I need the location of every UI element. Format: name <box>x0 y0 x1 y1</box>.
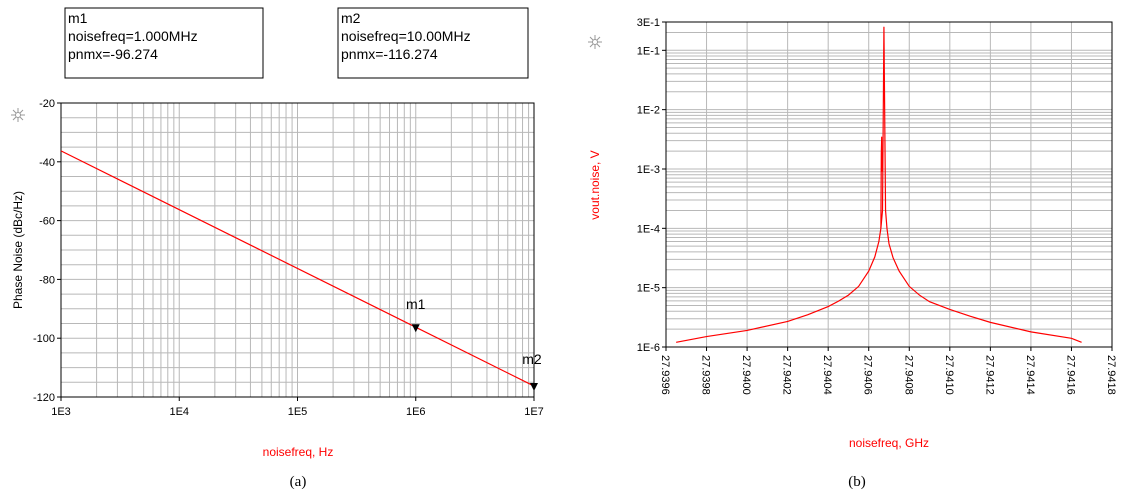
marker-m1-box <box>64 7 264 79</box>
panel-b-y-tick-label: 1E-3 <box>637 164 660 176</box>
panel-b-x-tick-label: 27.9418 <box>1105 355 1117 395</box>
panel-b-x-tick-label: 27.9412 <box>983 355 995 395</box>
panel-a-y-tick-label: -60 <box>39 216 55 228</box>
marker-m1-box-line: pnmx=-96.274 <box>68 46 158 62</box>
panel-b-x-tick-label: 27.9410 <box>943 355 955 395</box>
panel-b-x-tick-label: 27.9400 <box>740 355 752 395</box>
panel-b-caption: (b) <box>848 474 866 490</box>
panel-a-y-tick-label: -100 <box>33 333 55 345</box>
panel-b-grid <box>665 22 1113 347</box>
panel-b-x-tick-label: 27.9398 <box>700 355 712 395</box>
panel-b-y-label: vout.noise, V <box>588 150 602 219</box>
panel-a-y-label: Phase Noise (dBc/Hz) <box>11 191 25 309</box>
marker-m2-box-line: pnmx=-116.274 <box>341 46 438 62</box>
marker-m1-triangle <box>411 324 420 333</box>
panel-b-y-tick-label: 1E-2 <box>637 105 660 117</box>
panel-a-x-tick-label: 1E6 <box>406 406 426 418</box>
panel-a-y-tick-label: -40 <box>39 157 55 169</box>
marker-m2-triangle <box>530 383 538 392</box>
panel-a-series <box>60 150 535 387</box>
panel-b: 1E-61E-51E-41E-31E-21E-13E-1 27.9396 27.9… <box>588 17 1117 490</box>
panel-a-y-ticks: -20 -40 -60 -80 -100 -120 <box>33 98 61 404</box>
panel-a: -20-40-60-80-100-120 1E3 1E4 1E5 1E6 1E7 m1m… <box>11 7 544 490</box>
panel-b-series-line <box>880 136 883 229</box>
panel-b-x-tick-label: 27.9402 <box>781 355 793 395</box>
panel-a-sun-icon <box>11 108 25 122</box>
panel-b-plot-frame <box>665 21 1113 348</box>
panel-a-x-ticks: 1E3 1E4 1E5 1E6 1E7 <box>51 397 544 418</box>
panel-a-x-tick-label: 1E4 <box>169 406 189 418</box>
panel-b-y-tick-label: 1E-1 <box>637 45 660 57</box>
panel-a-x-label: noisefreq, Hz <box>263 445 334 459</box>
panel-b-y-tick-label: 3E-1 <box>637 17 660 29</box>
panel-a-markers: m1 m1 noisefreq=1.000MHz pnmx=-96.274 m2 m2 no… <box>64 7 542 392</box>
panel-b-series <box>676 26 1082 343</box>
panel-a-y-tick-label: -20 <box>39 98 55 110</box>
panel-b-series-line <box>676 26 1082 343</box>
panel-b-x-ticks: 27.9396 27.9398 27.9400 27.9402 27.9404 27.94… <box>659 347 1117 395</box>
marker-m1-box-line: m1 <box>68 10 88 26</box>
panel-b-x-tick-label: 27.9408 <box>902 355 914 395</box>
marker-m2-box-line: m2 <box>341 10 361 26</box>
marker-m1-label: m1 <box>406 296 426 312</box>
panel-b-x-tick-label: 27.9414 <box>1024 355 1036 395</box>
panel-b-x-label: noisefreq, GHz <box>849 436 929 450</box>
marker-m2-box <box>337 7 529 79</box>
panel-b-y-tick-label: 1E-6 <box>637 342 660 354</box>
panel-a-y-tick-label: -120 <box>33 392 55 404</box>
panel-b-y-tick-label: 1E-4 <box>637 223 660 235</box>
panel-b-x-tick-label: 27.9396 <box>659 355 671 395</box>
marker-m2-box-line: noisefreq=10.00MHz <box>341 28 471 44</box>
marker-m2-label: m2 <box>522 351 542 367</box>
marker-m1-box-line: noisefreq=1.000MHz <box>68 28 198 44</box>
panel-b-x-tick-label: 27.9404 <box>821 355 833 395</box>
panel-a-x-tick-label: 1E5 <box>288 406 308 418</box>
panel-a-y-tick-label: -80 <box>39 274 55 286</box>
panel-b-x-tick-label: 27.9416 <box>1064 355 1076 395</box>
panel-b-x-tick-label: 27.9406 <box>862 355 874 395</box>
panel-b-y-ticks: 1E-6 1E-5 1E-4 1E-3 1E-2 1E-1 3E-1 <box>637 17 666 354</box>
panel-a-series-line <box>60 150 535 387</box>
panel-a-caption: (a) <box>290 474 307 490</box>
panel-a-grid <box>60 103 534 397</box>
panel-b-y-tick-label: 1E-5 <box>637 283 660 295</box>
panel-b-sun-icon <box>588 35 602 49</box>
panel-a-x-tick-label: 1E7 <box>524 406 544 418</box>
panel-a-x-tick-label: 1E3 <box>51 406 71 418</box>
